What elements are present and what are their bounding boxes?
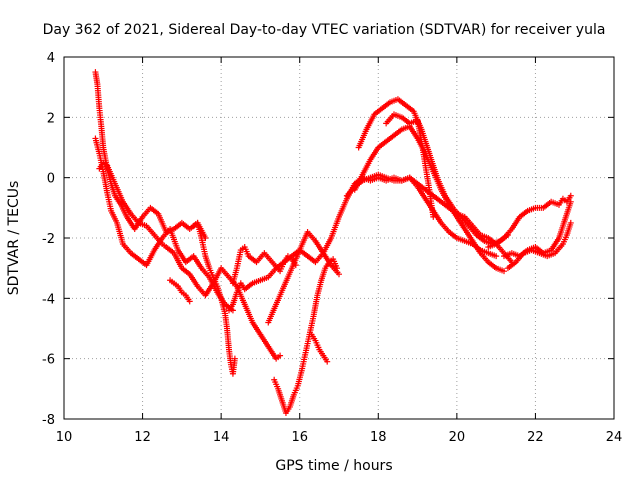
series-track-10 [265,174,500,326]
series-track-12 [355,96,511,248]
y-tick-label: -6 [42,353,55,368]
x-tick-label: 22 [527,430,544,445]
data-point [567,219,574,226]
data-point [186,298,193,305]
series-track-5 [190,219,238,377]
series-track-8 [271,256,341,416]
data-point [334,265,341,272]
data-point [324,358,331,365]
series-layer [92,69,574,416]
y-tick-label: 4 [47,51,55,66]
x-axis-label: GPS time / hours [275,458,392,474]
y-axis-label: SDTVAR / TECUs [6,181,22,296]
series-track-1 [92,69,209,241]
x-tick-label: 20 [449,430,466,445]
y-tick-label: -2 [42,232,55,247]
x-tick-label: 12 [134,430,151,445]
data-point [336,271,342,278]
x-tick-label: 24 [606,430,623,445]
plot-frame [63,56,615,420]
y-tick-label: -4 [42,292,55,307]
series-track-2 [92,135,236,314]
series-track-6 [226,247,342,314]
chart-title: Day 362 of 2021, Sidereal Day-to-day VTE… [43,22,606,38]
x-tick-label: 10 [56,430,73,445]
series-track-4 [167,277,193,305]
series-track-9 [308,331,331,365]
y-tick-label: -8 [42,413,55,428]
grid-lines [64,57,614,419]
x-tick-label: 18 [370,430,387,445]
data-point [567,198,574,205]
x-tick-label: 14 [213,430,230,445]
series-track-3 [96,159,284,362]
data-point [501,268,507,275]
series-track-15 [485,192,574,251]
data-point [231,355,238,362]
data-point [430,213,437,220]
series-track-14 [383,111,437,220]
x-tick-label: 16 [291,430,308,445]
y-tick-label: 0 [47,172,55,187]
data-point [493,253,500,260]
data-point [277,352,284,359]
data-point [567,192,574,199]
series-track-17 [504,219,574,272]
y-tick-label: 2 [47,111,55,126]
